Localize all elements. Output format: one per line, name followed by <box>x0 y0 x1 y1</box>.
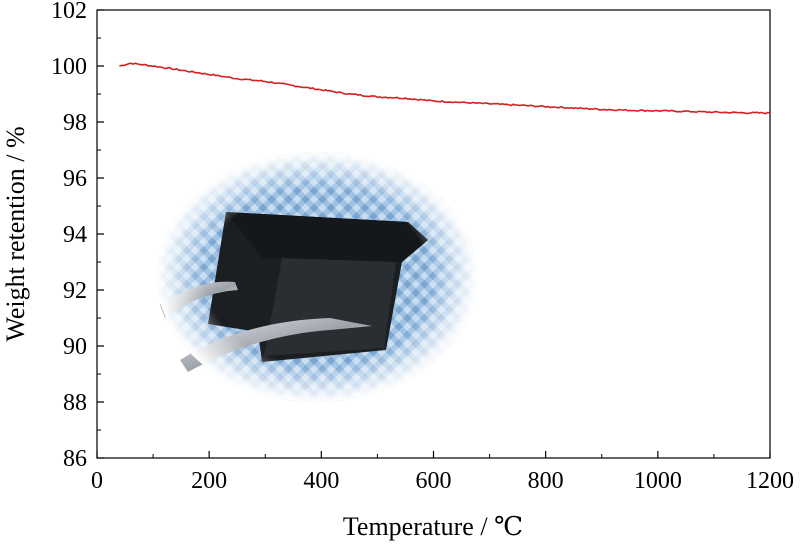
y-axis-title: Weight retention / % <box>1 126 30 341</box>
sample-photo <box>157 152 477 402</box>
y-tick-label: 86 <box>63 446 87 472</box>
x-tick-label: 200 <box>191 468 227 494</box>
axis-ticks <box>96 9 771 459</box>
series-line <box>119 62 771 115</box>
x-tick-label: 1200 <box>746 468 794 494</box>
y-tick-label: 100 <box>51 54 87 80</box>
y-tick-label: 92 <box>63 278 87 304</box>
y-tick-label: 102 <box>51 0 87 24</box>
x-tick-label: 0 <box>91 468 103 494</box>
y-tick-label: 90 <box>63 334 87 360</box>
y-tick-label: 98 <box>63 110 87 136</box>
x-tick-label: 800 <box>528 468 564 494</box>
x-tick-labels: 0 200 400 600 800 1000 1200 <box>91 468 794 494</box>
y-tick-label: 96 <box>63 166 87 192</box>
y-tick-label: 94 <box>63 222 87 248</box>
y-tick-label: 88 <box>63 390 87 416</box>
x-tick-label: 600 <box>416 468 452 494</box>
x-axis-title: Temperature / ℃ <box>343 512 523 541</box>
x-tick-label: 1000 <box>634 468 682 494</box>
y-tick-labels: 86 88 90 92 94 96 98 100 102 <box>51 0 87 472</box>
x-tick-label: 400 <box>303 468 339 494</box>
